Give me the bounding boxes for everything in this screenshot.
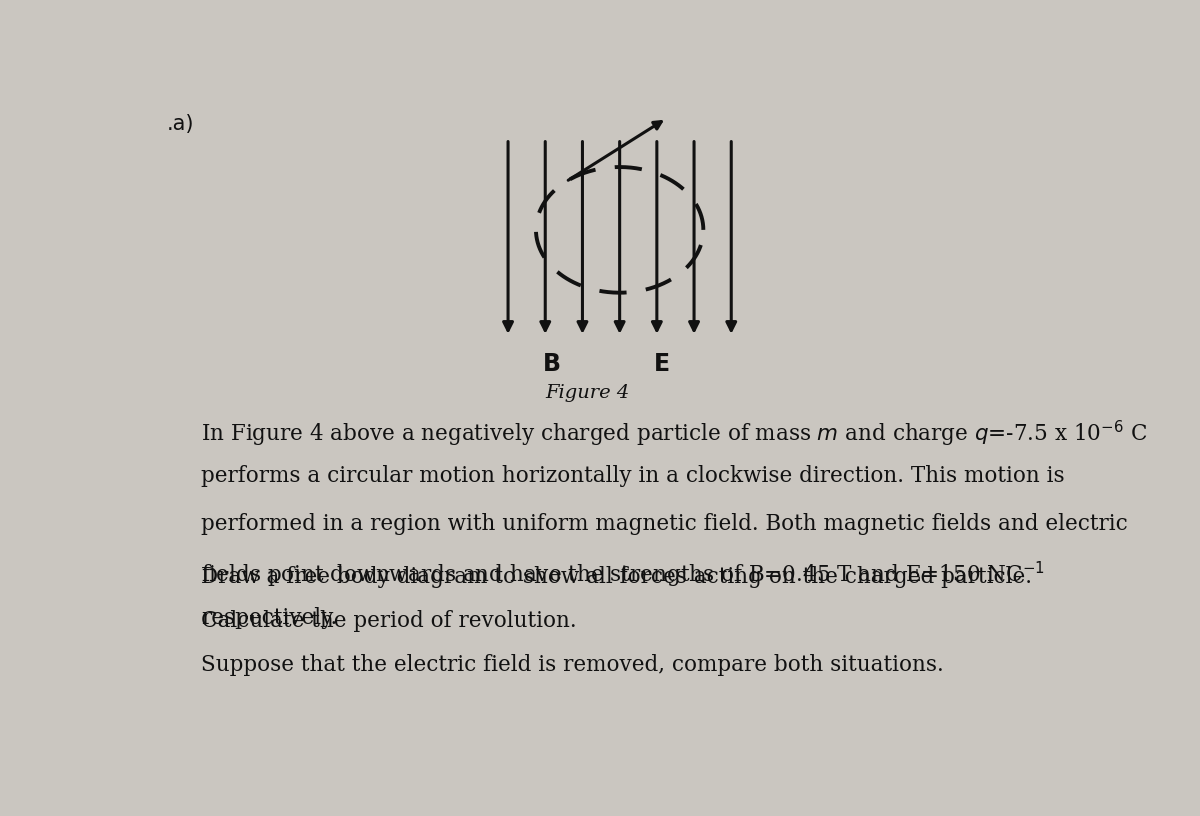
Text: respectively.: respectively. [202, 607, 337, 629]
Text: B: B [542, 353, 560, 376]
Text: fields point downwards and have the strengths of B=0.45 T and E=150 NC$^{-1}$: fields point downwards and have the stre… [202, 560, 1045, 590]
Text: performs a circular motion horizontally in a clockwise direction. This motion is: performs a circular motion horizontally … [202, 465, 1064, 487]
Text: E: E [654, 353, 670, 376]
Text: Draw a free body diagram to show all forces acting on the charged particle.: Draw a free body diagram to show all for… [202, 566, 1032, 588]
Text: .a): .a) [167, 113, 194, 134]
Text: performed in a region with uniform magnetic field. Both magnetic fields and elec: performed in a region with uniform magne… [202, 512, 1128, 534]
Text: Suppose that the electric field is removed, compare both situations.: Suppose that the electric field is remov… [202, 654, 944, 676]
Text: Calculate the period of revolution.: Calculate the period of revolution. [202, 610, 577, 632]
Text: Figure 4: Figure 4 [545, 384, 629, 401]
Text: In Figure 4 above a negatively charged particle of mass $m$ and charge $q$=-7.5 : In Figure 4 above a negatively charged p… [202, 419, 1147, 449]
